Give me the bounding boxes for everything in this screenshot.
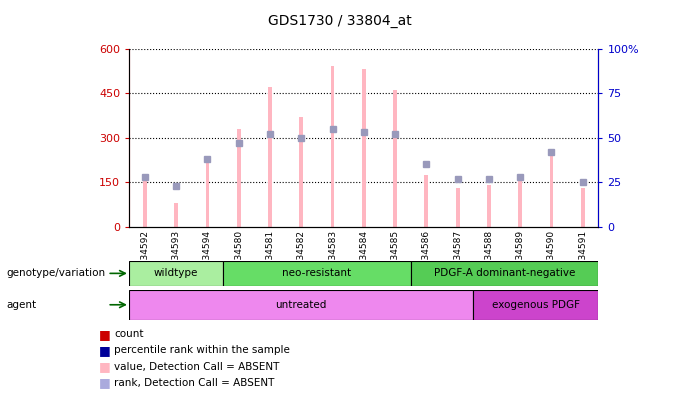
Text: ■: ■ [99, 376, 110, 389]
Text: percentile rank within the sample: percentile rank within the sample [114, 345, 290, 355]
Bar [424, 175, 428, 227]
Bar [143, 175, 147, 227]
Text: agent: agent [7, 300, 37, 310]
Text: genotype/variation: genotype/variation [7, 269, 106, 278]
Bar [129, 290, 473, 320]
Text: value, Detection Call = ABSENT: value, Detection Call = ABSENT [114, 362, 279, 371]
Bar [129, 261, 223, 286]
Text: PDGF-A dominant-negative: PDGF-A dominant-negative [434, 269, 575, 278]
Bar [237, 129, 241, 227]
Bar [473, 290, 598, 320]
Bar [330, 66, 335, 227]
Bar [174, 203, 178, 227]
Bar [456, 188, 460, 227]
Bar [299, 117, 303, 227]
Text: GDS1730 / 33804_at: GDS1730 / 33804_at [268, 14, 412, 28]
Text: untreated: untreated [275, 300, 327, 310]
Bar [549, 156, 554, 227]
Text: ■: ■ [99, 344, 110, 357]
Bar [393, 90, 397, 227]
Text: neo-resistant: neo-resistant [282, 269, 352, 278]
Bar [518, 178, 522, 227]
Text: rank, Detection Call = ABSENT: rank, Detection Call = ABSENT [114, 378, 275, 388]
Text: exogenous PDGF: exogenous PDGF [492, 300, 580, 310]
Bar [362, 69, 366, 227]
Bar [487, 185, 491, 227]
Bar [223, 261, 411, 286]
Bar [268, 87, 272, 227]
Bar [581, 188, 585, 227]
Text: wildtype: wildtype [154, 269, 199, 278]
Bar [205, 156, 209, 227]
Bar [411, 261, 598, 286]
Text: ■: ■ [99, 328, 110, 341]
Text: count: count [114, 329, 143, 339]
Text: ■: ■ [99, 360, 110, 373]
